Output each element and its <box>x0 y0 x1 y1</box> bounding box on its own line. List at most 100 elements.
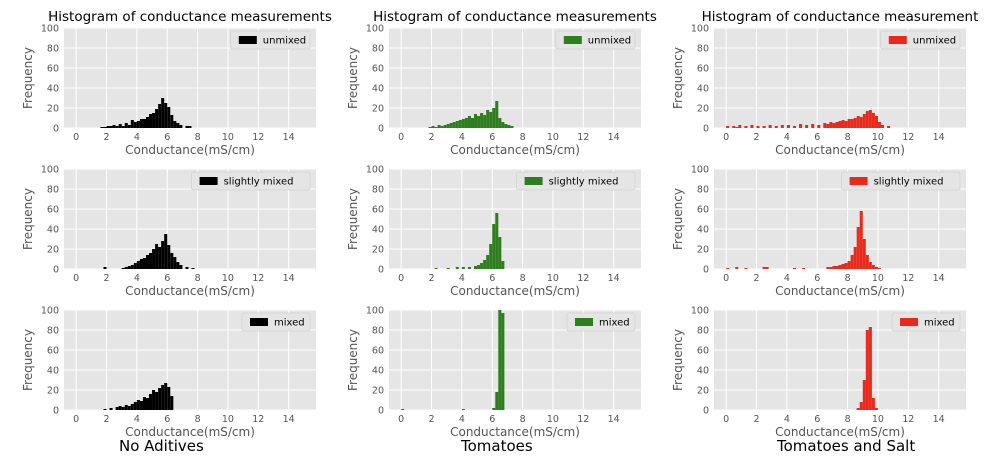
histogram-bar <box>139 401 143 410</box>
legend-label: slightly mixed <box>549 177 619 188</box>
y-tick-label: 80 <box>697 185 709 196</box>
histogram-bar <box>133 122 137 128</box>
histogram-bar <box>121 407 125 410</box>
legend-box <box>566 312 636 332</box>
legend-swatch <box>524 177 543 185</box>
x-tick-label: 2 <box>753 414 759 425</box>
chart-title: Histogram of conductance measurements <box>373 9 657 25</box>
histogram-bar <box>130 404 134 410</box>
histogram-bar <box>161 385 165 410</box>
x-tick-label: 12 <box>902 273 914 284</box>
y-tick-label: 20 <box>47 245 59 256</box>
histogram-bar <box>121 126 125 128</box>
histogram-bar <box>862 114 866 128</box>
histogram-bar <box>495 213 499 269</box>
histogram-bar <box>158 104 162 128</box>
y-axis-label: Frequency <box>346 47 360 109</box>
y-tick-label: 0 <box>703 265 709 276</box>
histogram-bar <box>461 267 465 269</box>
histogram-bar <box>158 247 162 269</box>
x-tick-label: 0 <box>723 414 729 425</box>
histogram-bar <box>152 249 156 269</box>
x-tick-label: 10 <box>222 273 234 284</box>
legend-label: mixed <box>599 318 630 329</box>
x-tick-label: 0 <box>73 132 79 143</box>
histogram-bar <box>853 118 857 128</box>
histogram-bar <box>841 264 845 269</box>
histogram-bar <box>853 247 857 269</box>
x-tick-label: 2 <box>428 273 434 284</box>
y-tick-label: 20 <box>697 104 709 115</box>
x-tick-label: 4 <box>459 273 465 284</box>
histogram-bar <box>832 266 836 269</box>
y-tick-label: 20 <box>47 104 59 115</box>
histogram-bar <box>735 267 739 269</box>
histogram-panel: 0 2 4 6 8 10 12 14 0 20 40 60 80 100 Conductance(mS/cm… <box>21 306 316 439</box>
y-tick-label: 100 <box>691 165 709 176</box>
histogram-bar <box>115 407 119 410</box>
histogram-bar <box>155 392 159 410</box>
histogram-bar <box>726 126 730 128</box>
histogram-bar <box>149 114 153 128</box>
y-tick-label: 20 <box>372 104 384 115</box>
legend-box <box>880 30 961 50</box>
x-tick-label: 8 <box>520 132 526 143</box>
y-tick-label: 40 <box>372 225 384 236</box>
histogram-bar <box>501 313 505 410</box>
y-tick-label: 20 <box>697 386 709 397</box>
y-tick-label: 0 <box>378 124 384 135</box>
y-tick-label: 20 <box>372 245 384 256</box>
y-tick-label: 80 <box>697 326 709 337</box>
x-tick-label: 10 <box>872 414 884 425</box>
histogram-bar <box>829 122 833 128</box>
histogram-panel: 0 2 4 6 8 10 12 14 0 20 40 60 80 100 Conductance(mS/cm… <box>671 306 966 439</box>
x-tick-label: 0 <box>73 414 79 425</box>
x-axis-label: Conductance(mS/cm) <box>125 284 255 298</box>
legend-label: unmixed <box>913 36 956 47</box>
x-tick-label: 12 <box>577 132 589 143</box>
legend-swatch <box>199 177 218 185</box>
legend-swatch <box>250 318 268 326</box>
legend-box <box>241 312 311 332</box>
x-tick-label: 4 <box>134 414 140 425</box>
y-tick-label: 40 <box>372 84 384 95</box>
histogram-bar <box>805 125 809 128</box>
x-tick-label: 8 <box>845 273 851 284</box>
x-tick-label: 8 <box>520 414 526 425</box>
histogram-bar <box>841 120 845 128</box>
histogram-bar <box>401 409 405 410</box>
histogram-bar <box>161 98 165 128</box>
y-tick-label: 20 <box>372 386 384 397</box>
histogram-bar <box>467 116 471 128</box>
histogram-bar <box>799 124 803 128</box>
histogram-bar <box>188 126 192 128</box>
histogram-bar <box>486 110 490 128</box>
histogram-bar <box>185 126 189 128</box>
x-tick-label: 6 <box>814 273 820 284</box>
histogram-bar <box>145 398 150 410</box>
histogram-bar <box>118 406 122 410</box>
legend-box <box>555 30 636 50</box>
x-tick-label: 10 <box>222 132 234 143</box>
histogram-bar <box>136 261 140 269</box>
y-tick-label: 60 <box>372 346 384 357</box>
histogram-bar <box>434 268 438 269</box>
y-tick-label: 60 <box>697 64 709 75</box>
histogram-bar <box>492 224 496 269</box>
histogram-bar <box>868 327 872 410</box>
histogram-bar <box>756 126 760 128</box>
legend-swatch <box>238 36 257 44</box>
histogram-bar <box>164 383 168 410</box>
histogram-bar <box>735 127 739 128</box>
histogram-bar <box>862 239 866 269</box>
x-tick-label: 4 <box>784 273 790 284</box>
histogram-bar <box>136 121 140 128</box>
legend-label: unmixed <box>263 36 306 47</box>
legend-label: slightly mixed <box>224 177 294 188</box>
histogram-bar <box>431 126 435 128</box>
histogram-bar <box>446 124 450 128</box>
y-tick-label: 80 <box>697 44 709 55</box>
x-tick-label: 4 <box>134 273 140 284</box>
histogram-bar <box>121 268 125 269</box>
histogram-bar <box>133 402 137 410</box>
